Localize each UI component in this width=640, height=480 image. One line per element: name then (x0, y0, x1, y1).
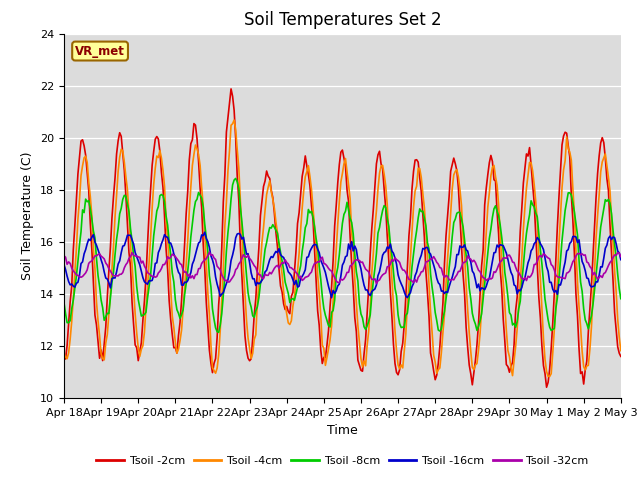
Tsoil -4cm (60, 350, 68, 356)
Tsoil -32cm (617, 254, 625, 260)
Line: Tsoil -8cm: Tsoil -8cm (64, 179, 621, 332)
Tsoil -2cm (379, 166, 387, 172)
Tsoil -8cm (412, 238, 419, 244)
Tsoil -2cm (543, 384, 550, 390)
Tsoil -16cm (328, 295, 335, 300)
Tsoil -32cm (399, 267, 406, 273)
Tsoil -16cm (76, 273, 83, 278)
Tsoil -4cm (552, 305, 559, 311)
X-axis label: Time: Time (327, 424, 358, 437)
Tsoil -32cm (380, 271, 388, 276)
Tsoil -4cm (230, 117, 238, 123)
Tsoil -16cm (201, 229, 209, 235)
Tsoil -8cm (617, 296, 625, 301)
Line: Tsoil -2cm: Tsoil -2cm (64, 89, 621, 387)
Tsoil -4cm (617, 348, 625, 353)
Tsoil -8cm (60, 300, 68, 306)
Tsoil -8cm (399, 324, 406, 330)
Tsoil -2cm (397, 348, 405, 354)
Tsoil -2cm (227, 86, 235, 92)
Tsoil -16cm (380, 250, 388, 255)
Tsoil -8cm (232, 176, 239, 181)
Tsoil -4cm (397, 362, 405, 368)
Tsoil -2cm (617, 353, 625, 359)
Line: Tsoil -32cm: Tsoil -32cm (64, 252, 621, 284)
Tsoil -2cm (60, 355, 68, 360)
Tsoil -8cm (552, 306, 559, 312)
Legend: Tsoil -2cm, Tsoil -4cm, Tsoil -8cm, Tsoil -16cm, Tsoil -32cm: Tsoil -2cm, Tsoil -4cm, Tsoil -8cm, Tsoi… (92, 451, 593, 470)
Tsoil -2cm (76, 155, 83, 160)
Tsoil -8cm (380, 203, 388, 208)
Tsoil -16cm (617, 257, 625, 263)
Tsoil -32cm (552, 272, 559, 278)
Tsoil -2cm (552, 257, 559, 263)
Line: Tsoil -4cm: Tsoil -4cm (64, 120, 621, 376)
Tsoil -16cm (60, 262, 68, 267)
Tsoil -4cm (410, 204, 417, 210)
Tsoil -4cm (379, 162, 387, 168)
Tsoil -8cm (215, 329, 223, 335)
Tsoil -32cm (60, 253, 68, 259)
Text: VR_met: VR_met (75, 45, 125, 58)
Title: Soil Temperatures Set 2: Soil Temperatures Set 2 (244, 11, 441, 29)
Line: Tsoil -16cm: Tsoil -16cm (64, 232, 621, 298)
Tsoil -8cm (164, 222, 172, 228)
Tsoil -4cm (546, 373, 554, 379)
Tsoil -32cm (164, 254, 172, 260)
Tsoil -16cm (412, 273, 419, 278)
Tsoil -32cm (372, 281, 380, 287)
Y-axis label: Soil Temperature (C): Soil Temperature (C) (22, 152, 35, 280)
Tsoil -16cm (399, 284, 406, 290)
Tsoil -16cm (552, 288, 559, 293)
Tsoil -4cm (164, 236, 172, 242)
Tsoil -2cm (410, 168, 417, 174)
Tsoil -32cm (412, 277, 419, 283)
Tsoil -32cm (205, 250, 213, 255)
Tsoil -2cm (164, 266, 172, 272)
Tsoil -4cm (76, 197, 83, 203)
Tsoil -16cm (164, 234, 172, 240)
Tsoil -8cm (76, 242, 83, 248)
Tsoil -32cm (76, 274, 83, 279)
